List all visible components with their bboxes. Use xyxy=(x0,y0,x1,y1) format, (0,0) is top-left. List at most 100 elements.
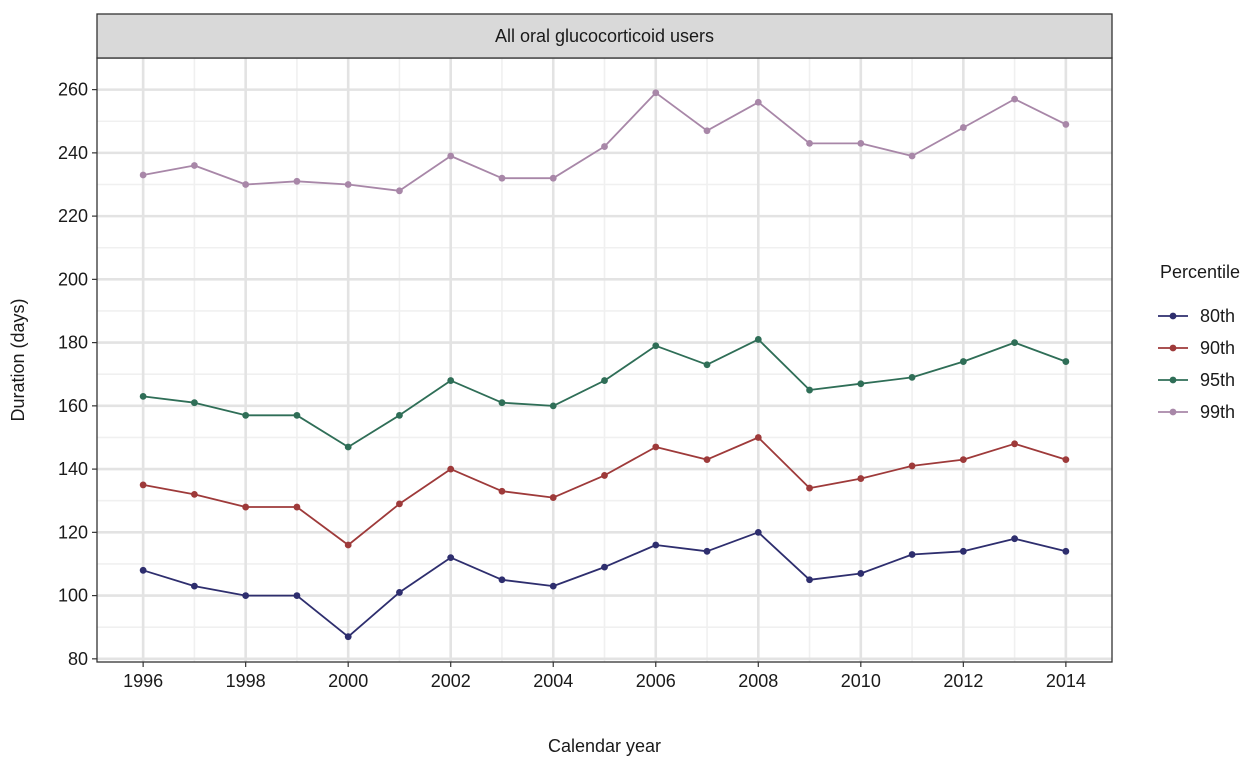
legend-label: 90th xyxy=(1200,338,1235,358)
y-tick-label: 260 xyxy=(58,80,88,100)
y-tick-label: 100 xyxy=(58,586,88,606)
data-point-99th xyxy=(1011,95,1019,103)
facet-strip-label: All oral glucocorticoid users xyxy=(495,26,714,46)
data-point-99th xyxy=(652,89,660,97)
data-point-95th xyxy=(1062,358,1070,365)
y-tick-label: 140 xyxy=(58,459,88,479)
x-tick-label: 1996 xyxy=(123,671,163,691)
data-point-80th xyxy=(293,592,301,599)
data-point-80th xyxy=(703,547,711,555)
data-point-99th xyxy=(344,181,352,188)
data-point-80th xyxy=(447,554,455,562)
y-tick-label: 200 xyxy=(58,269,88,289)
data-point-99th xyxy=(498,174,506,182)
data-point-90th xyxy=(293,503,301,511)
data-point-80th xyxy=(959,547,967,555)
data-point-90th xyxy=(806,484,813,492)
data-point-90th xyxy=(908,462,916,470)
facet-strip xyxy=(96,13,1113,59)
y-tick-label: 180 xyxy=(58,333,88,353)
data-point-90th xyxy=(959,456,967,464)
legend-key-point xyxy=(1169,344,1177,352)
series-80th xyxy=(139,528,1070,641)
data-point-99th xyxy=(1062,121,1070,128)
data-point-90th xyxy=(447,465,455,473)
legend-label: 80th xyxy=(1200,306,1235,326)
data-point-99th xyxy=(293,177,301,185)
data-point-99th xyxy=(447,152,455,160)
data-point-95th xyxy=(190,399,198,407)
legend-label: 95th xyxy=(1200,370,1235,390)
x-tick-label: 2014 xyxy=(1046,671,1086,691)
y-tick-label: 240 xyxy=(58,143,88,163)
data-point-80th xyxy=(498,576,506,584)
data-point-95th xyxy=(652,342,660,350)
legend: Percentile 80th 90th 95th 99th xyxy=(1158,262,1240,422)
y-axis: 80 100 120 140 160 180 200 220 240 260 xyxy=(58,80,97,669)
y-tick-label: 160 xyxy=(58,396,88,416)
data-point-80th xyxy=(139,566,147,574)
data-point-95th xyxy=(959,358,967,365)
y-tick-label: 80 xyxy=(68,649,88,669)
legend-item-95th: 95th xyxy=(1158,370,1235,390)
data-point-99th xyxy=(806,139,813,147)
data-point-80th xyxy=(908,551,916,558)
data-point-90th xyxy=(549,494,557,501)
series-90th xyxy=(139,434,1070,549)
data-point-99th xyxy=(396,187,403,195)
data-point-99th xyxy=(908,152,916,160)
data-point-90th xyxy=(754,434,762,441)
data-point-90th xyxy=(190,490,198,498)
x-axis: 1996 1998 2000 2002 2004 2006 2008 2010 2012 2014 xyxy=(123,662,1086,691)
data-point-90th xyxy=(857,475,865,482)
data-point-90th xyxy=(396,500,403,508)
data-point-99th xyxy=(601,143,608,150)
data-point-80th xyxy=(549,582,557,590)
data-point-90th xyxy=(1062,456,1070,464)
data-point-95th xyxy=(139,392,147,400)
data-point-95th xyxy=(754,336,762,343)
data-point-95th xyxy=(293,411,301,419)
data-point-99th xyxy=(190,162,198,169)
x-tick-label: 2012 xyxy=(943,671,983,691)
x-tick-label: 2004 xyxy=(533,671,573,691)
data-point-80th xyxy=(190,582,198,590)
legend-key-point xyxy=(1169,408,1177,416)
data-point-95th xyxy=(344,443,352,451)
series-layer xyxy=(139,89,1070,641)
minor-gridlines xyxy=(97,57,1112,662)
data-point-90th xyxy=(242,503,250,511)
data-point-95th xyxy=(857,380,865,388)
data-point-80th xyxy=(1011,535,1019,543)
data-point-95th xyxy=(601,377,608,384)
y-tick-label: 220 xyxy=(58,206,88,226)
data-point-95th xyxy=(396,411,403,419)
data-point-95th xyxy=(242,411,250,419)
data-point-80th xyxy=(601,563,608,571)
data-point-99th xyxy=(857,139,865,147)
series-95th xyxy=(139,336,1070,451)
data-point-90th xyxy=(498,487,506,495)
data-point-90th xyxy=(139,481,147,489)
data-point-95th xyxy=(1011,339,1019,347)
y-tick-label: 120 xyxy=(58,522,88,542)
data-point-95th xyxy=(549,402,557,410)
x-tick-label: 2000 xyxy=(328,671,368,691)
data-point-80th xyxy=(754,528,762,536)
x-tick-label: 2002 xyxy=(431,671,471,691)
x-tick-label: 2006 xyxy=(636,671,676,691)
data-point-80th xyxy=(857,570,865,577)
data-point-80th xyxy=(242,592,250,599)
x-axis-title: Calendar year xyxy=(548,736,661,756)
legend-label: 99th xyxy=(1200,402,1235,422)
data-point-99th xyxy=(754,98,762,106)
data-point-95th xyxy=(806,386,813,394)
x-tick-label: 1998 xyxy=(226,671,266,691)
data-point-95th xyxy=(908,373,916,381)
data-point-90th xyxy=(703,456,711,464)
data-point-90th xyxy=(344,541,352,549)
data-point-90th xyxy=(1011,440,1019,448)
data-point-80th xyxy=(396,589,403,596)
legend-title: Percentile xyxy=(1160,262,1240,282)
